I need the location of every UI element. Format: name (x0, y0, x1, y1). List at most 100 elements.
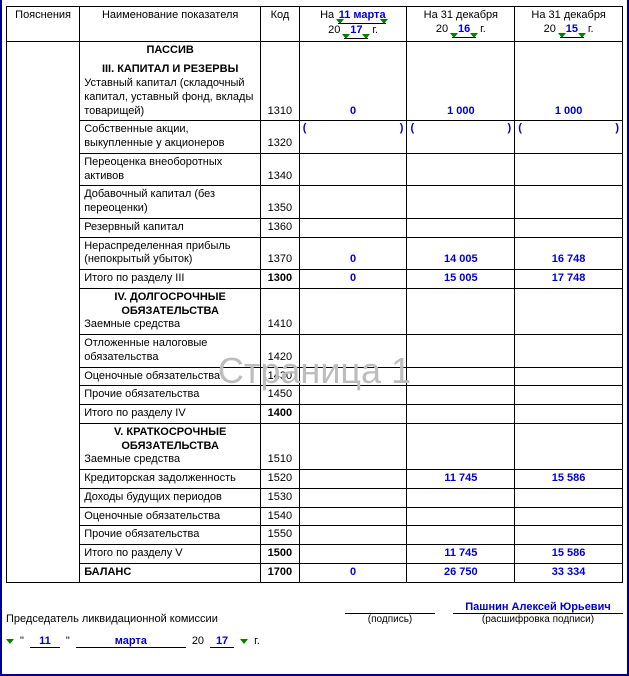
row-1410-v2[interactable] (407, 288, 515, 334)
row-1360-v2[interactable] (407, 218, 515, 237)
section-v: V. КРАТКОСРОЧНЫЕ ОБЯЗАТЕЛЬСТВА (84, 426, 256, 454)
row-1510-v3[interactable] (515, 423, 623, 469)
row-1430-v3[interactable] (515, 367, 623, 386)
hdr-date-col2: На 31 декабря 20 16 г. (407, 7, 515, 42)
expl-cell[interactable] (7, 270, 80, 289)
row-1340-v3[interactable] (515, 153, 623, 186)
row-1450-v2[interactable] (407, 386, 515, 405)
signature-name[interactable]: Пашнин Алексей Юрьевич (453, 601, 623, 614)
row-1400-v2[interactable] (407, 405, 515, 424)
row-1700-v3[interactable]: 33 334 (515, 563, 623, 582)
row-1310-v3[interactable]: 1 000 (515, 41, 623, 121)
expl-cell[interactable] (7, 186, 80, 219)
row-1370-v3[interactable]: 16 748 (515, 237, 623, 270)
hdr-col1-year[interactable]: 17 (344, 24, 368, 39)
expl-cell[interactable] (7, 423, 80, 469)
row-1450-v1[interactable] (299, 386, 407, 405)
row-1430-v1[interactable] (299, 367, 407, 386)
row-1510-v2[interactable] (407, 423, 515, 469)
row-1530-v1[interactable] (299, 488, 407, 507)
row-1530-v2[interactable] (407, 488, 515, 507)
row-1350-v2[interactable] (407, 186, 515, 219)
row-1450-v3[interactable] (515, 386, 623, 405)
marker-icon (240, 639, 248, 644)
row-1500-v3[interactable]: 15 586 (515, 545, 623, 564)
row-1410-v1[interactable] (299, 288, 407, 334)
expl-cell[interactable] (7, 121, 80, 154)
row-1400-v3[interactable] (515, 405, 623, 424)
row-1700-v1[interactable]: 0 (299, 563, 407, 582)
expl-cell[interactable] (7, 153, 80, 186)
expl-cell[interactable] (7, 367, 80, 386)
row-1550-v2[interactable] (407, 526, 515, 545)
row-1350-v3[interactable] (515, 186, 623, 219)
row-1340-v2[interactable] (407, 153, 515, 186)
expl-cell[interactable] (7, 488, 80, 507)
hdr-col1-daymonth[interactable]: 11 марта (338, 9, 386, 24)
row-1410-v3[interactable] (515, 288, 623, 334)
expl-cell[interactable] (7, 470, 80, 489)
row-1370-v2[interactable]: 14 005 (407, 237, 515, 270)
row-1320-v3[interactable]: () (515, 121, 623, 154)
row-1550-v3[interactable] (515, 526, 623, 545)
sig-day[interactable]: 11 (30, 635, 60, 648)
row-1360-v1[interactable] (299, 218, 407, 237)
row-1410-name: Заемные средства (84, 318, 256, 332)
hdr-col2-year[interactable]: 16 (452, 23, 476, 38)
expl-cell[interactable] (7, 563, 80, 582)
row-1360-v3[interactable] (515, 218, 623, 237)
row-1420-v3[interactable] (515, 335, 623, 368)
row-1540-v3[interactable] (515, 507, 623, 526)
hdr-col3-year[interactable]: 15 (560, 23, 584, 38)
row-1520-v1[interactable] (299, 470, 407, 489)
signature-line[interactable] (345, 601, 435, 614)
row-1320: Собственные акции, выкупленные у акционе… (7, 121, 623, 154)
row-1310-v1[interactable]: 0 (299, 41, 407, 121)
expl-cell[interactable] (7, 526, 80, 545)
expl-cell[interactable] (7, 218, 80, 237)
row-1510-code: 1510 (261, 423, 300, 469)
row-1520-v2[interactable]: 11 745 (407, 470, 515, 489)
row-1400-name: Итого по разделу IV (80, 405, 261, 424)
row-1320-v1[interactable]: () (299, 121, 407, 154)
hdr-code: Код (261, 7, 300, 42)
expl-cell[interactable] (7, 335, 80, 368)
row-1510-v1[interactable] (299, 423, 407, 469)
row-1550-v1[interactable] (299, 526, 407, 545)
row-1520-v3[interactable]: 15 586 (515, 470, 623, 489)
row-1370-v1[interactable]: 0 (299, 237, 407, 270)
expl-cell[interactable] (7, 288, 80, 334)
row-1700-v2[interactable]: 26 750 (407, 563, 515, 582)
section-iv: IV. ДОЛГОСРОЧНЫЕ ОБЯЗАТЕЛЬСТВА (84, 291, 256, 319)
row-1340-v1[interactable] (299, 153, 407, 186)
quote-open: " (20, 635, 24, 647)
row-1540-v1[interactable] (299, 507, 407, 526)
expl-cell[interactable] (7, 41, 80, 121)
expl-cell[interactable] (7, 386, 80, 405)
sig-year[interactable]: 17 (210, 635, 234, 648)
row-1500-v1[interactable] (299, 545, 407, 564)
expl-cell[interactable] (7, 507, 80, 526)
row-1500-v2[interactable]: 11 745 (407, 545, 515, 564)
sig-month[interactable]: марта (76, 635, 186, 648)
row-1430-v2[interactable] (407, 367, 515, 386)
row-1300-v2[interactable]: 15 005 (407, 270, 515, 289)
row-1400-v1[interactable] (299, 405, 407, 424)
row-1530-v3[interactable] (515, 488, 623, 507)
row-1340-name: Переоценка внеоборотных активов (80, 153, 261, 186)
row-1320-v2[interactable]: () (407, 121, 515, 154)
expl-cell[interactable] (7, 545, 80, 564)
row-1420-v1[interactable] (299, 335, 407, 368)
row-1350-v1[interactable] (299, 186, 407, 219)
row-1350-name: Добавочный капитал (без переоценки) (80, 186, 261, 219)
row-1500-code: 1500 (261, 545, 300, 564)
row-1540-v2[interactable] (407, 507, 515, 526)
expl-cell[interactable] (7, 405, 80, 424)
row-1300-v3[interactable]: 17 748 (515, 270, 623, 289)
row-1310-v2[interactable]: 1 000 (407, 41, 515, 121)
row-1420-v2[interactable] (407, 335, 515, 368)
row-1300-v1[interactable]: 0 (299, 270, 407, 289)
expl-cell[interactable] (7, 237, 80, 270)
row-1400-code: 1400 (261, 405, 300, 424)
signature-role: Председатель ликвидационной комиссии (6, 613, 218, 625)
